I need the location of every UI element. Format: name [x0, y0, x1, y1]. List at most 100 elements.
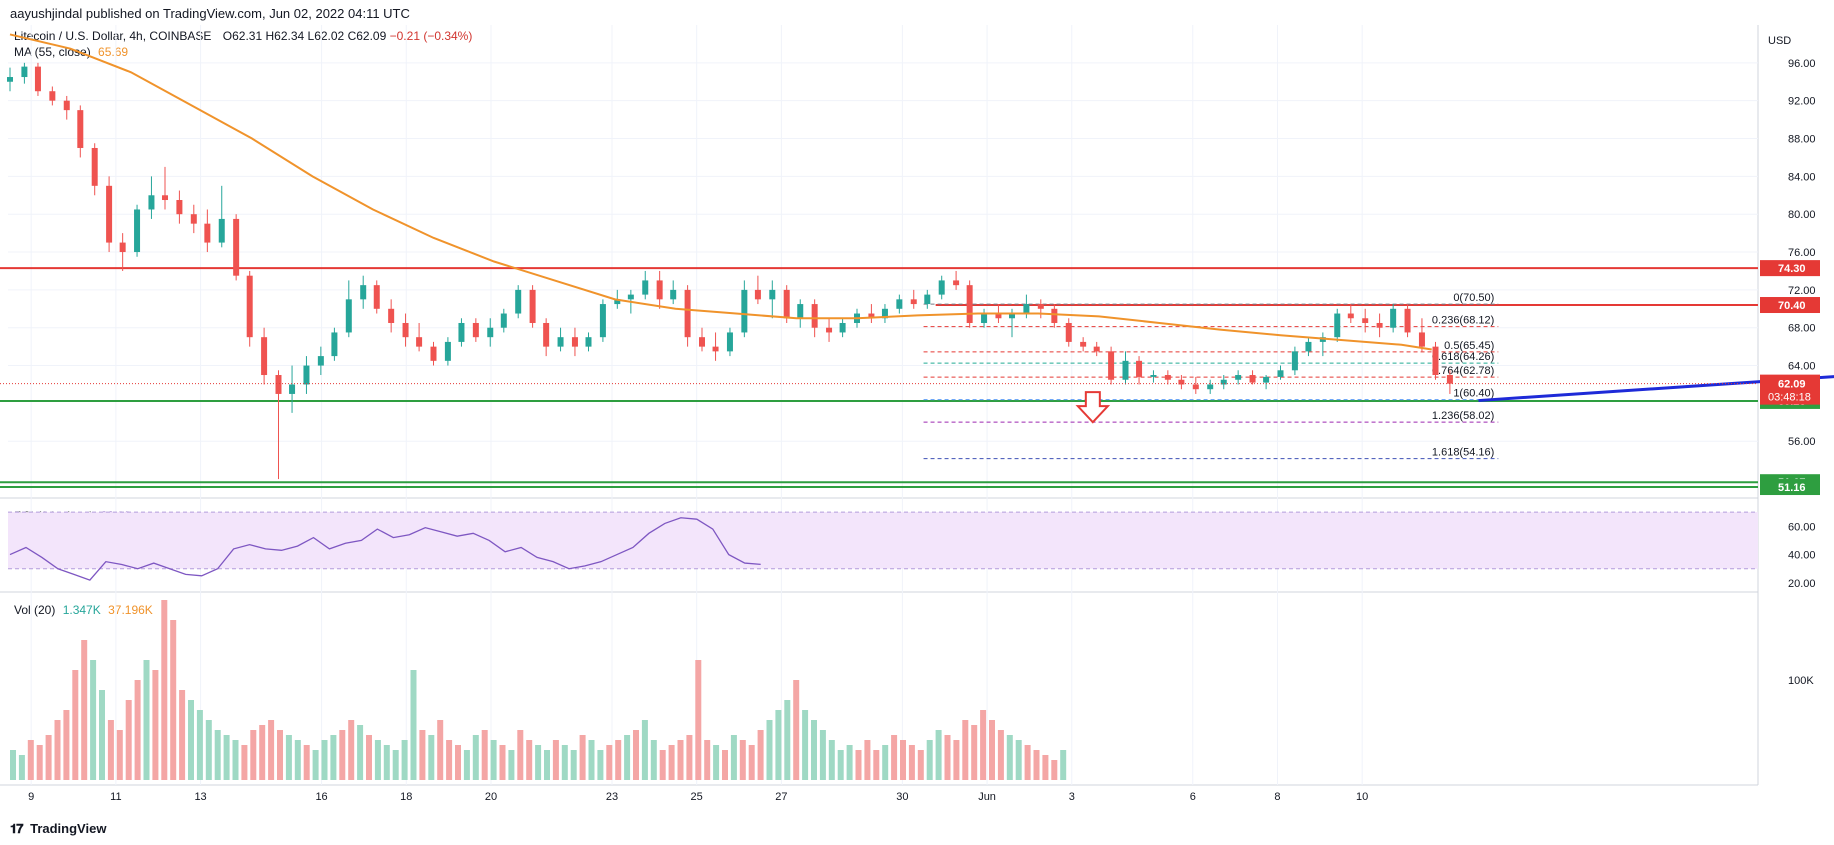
fib-level-label: 1(60.40)	[1453, 388, 1494, 400]
volume-bar	[793, 680, 800, 780]
candle-body	[1192, 384, 1199, 390]
candle-body	[1065, 322, 1072, 342]
ohlc-low: L62.02	[307, 29, 345, 43]
volume-bar	[63, 710, 70, 780]
time-tick-label: 3	[1069, 791, 1075, 803]
volume-bar	[650, 740, 657, 780]
candle-body	[811, 304, 818, 328]
volume-bar	[748, 745, 755, 780]
time-tick-label: 8	[1274, 791, 1280, 803]
time-tick-label: 27	[775, 791, 787, 803]
volume-bar	[10, 750, 16, 780]
candle-body	[345, 299, 352, 333]
price-tick-label: 68.00	[1788, 323, 1816, 335]
price-tick-label: 88.00	[1788, 134, 1816, 146]
level-tag-label: 70.40	[1778, 300, 1806, 312]
volume-bar	[45, 735, 52, 780]
candle-body	[162, 195, 169, 201]
candle-body	[106, 185, 113, 243]
candle-body	[938, 280, 945, 295]
candle-body	[373, 285, 380, 309]
volume-bar	[535, 745, 542, 780]
fib-level-label: 0.618(64.26)	[1432, 351, 1494, 363]
time-tick-label: 20	[485, 791, 497, 803]
candle-body	[966, 285, 973, 323]
volume-bar	[962, 720, 969, 780]
volume-bar	[401, 740, 408, 780]
volume-bar	[188, 700, 194, 780]
tradingview-logo-icon: 𝟏𝟕	[10, 821, 24, 836]
symbol-name[interactable]: Litecoin / U.S. Dollar, 4h, COINBASE	[14, 29, 212, 43]
volume-bar	[953, 740, 960, 780]
volume-bar	[908, 745, 915, 780]
volume-bar	[926, 740, 933, 780]
volume-bar	[730, 735, 737, 780]
candle-body	[444, 341, 451, 361]
candle-body	[77, 110, 84, 148]
vol-label[interactable]: Vol (20)	[14, 603, 56, 617]
volume-bar	[579, 735, 586, 780]
fib-level-label: 0(70.50)	[1453, 292, 1494, 304]
candle-body	[500, 313, 507, 328]
time-tick-label: 18	[400, 791, 412, 803]
volume-bar	[366, 735, 372, 780]
price-tick-label: 80.00	[1788, 209, 1816, 221]
candle-body	[712, 346, 719, 352]
candle-body	[924, 294, 931, 305]
tradingview-brand-label: TradingView	[30, 821, 107, 836]
level-tag-label: 51.16	[1778, 482, 1806, 494]
candle-body	[1263, 376, 1270, 383]
candle-body	[515, 289, 522, 314]
fib-level-label: 0.236(68.12)	[1432, 315, 1494, 327]
candle-body	[741, 289, 748, 333]
volume-bar	[1042, 755, 1049, 780]
symbol-legend: Litecoin / U.S. Dollar, 4h, COINBASE O62…	[14, 29, 472, 43]
candle-body	[487, 327, 494, 338]
volume-bar	[455, 745, 461, 780]
candle-body	[119, 242, 126, 253]
level-tag-label: 74.30	[1778, 263, 1806, 275]
volume-bar	[134, 680, 141, 780]
volume-bar	[223, 735, 230, 780]
candle-body	[543, 322, 550, 347]
candle-body	[1418, 332, 1425, 347]
candle-body	[826, 327, 833, 333]
volume-bar	[277, 730, 283, 780]
volume-bar	[90, 660, 97, 780]
volume-bar	[508, 750, 515, 780]
candle-body	[981, 313, 988, 323]
candle-body	[388, 308, 395, 323]
tradingview-brand[interactable]: 𝟏𝟕 TradingView	[10, 821, 106, 837]
volume-bar	[757, 730, 764, 780]
volume-bar	[668, 745, 675, 780]
candle-body	[656, 280, 663, 300]
volume-bars	[10, 600, 1067, 780]
volume-bar	[72, 670, 79, 780]
volume-bar	[179, 690, 186, 780]
volume-bar	[161, 600, 168, 780]
price-tick-label: 56.00	[1788, 436, 1816, 448]
currency-label: USD	[1768, 35, 1791, 47]
price-tick-label: 76.00	[1788, 247, 1816, 259]
candle-body	[614, 299, 621, 305]
candle-body	[1376, 322, 1383, 328]
volume-bar	[463, 750, 470, 780]
candle-body	[1108, 351, 1115, 380]
candle-body	[684, 289, 691, 338]
ohlc-open: O62.31	[222, 29, 263, 43]
ohlc-close: C62.09	[347, 29, 387, 43]
volume-bar	[588, 740, 595, 780]
candle-body	[839, 322, 846, 333]
volume-bar	[27, 740, 34, 780]
volume-bar	[544, 750, 550, 780]
time-tick-label: 13	[194, 791, 206, 803]
volume-bar	[900, 740, 906, 780]
volume-bar	[846, 745, 853, 780]
candle-body	[472, 322, 479, 338]
volume-bar	[374, 740, 381, 780]
rsi-line	[9, 517, 761, 581]
candle-body	[953, 280, 960, 286]
candle-body	[1009, 313, 1016, 319]
volume-bar	[837, 750, 844, 780]
